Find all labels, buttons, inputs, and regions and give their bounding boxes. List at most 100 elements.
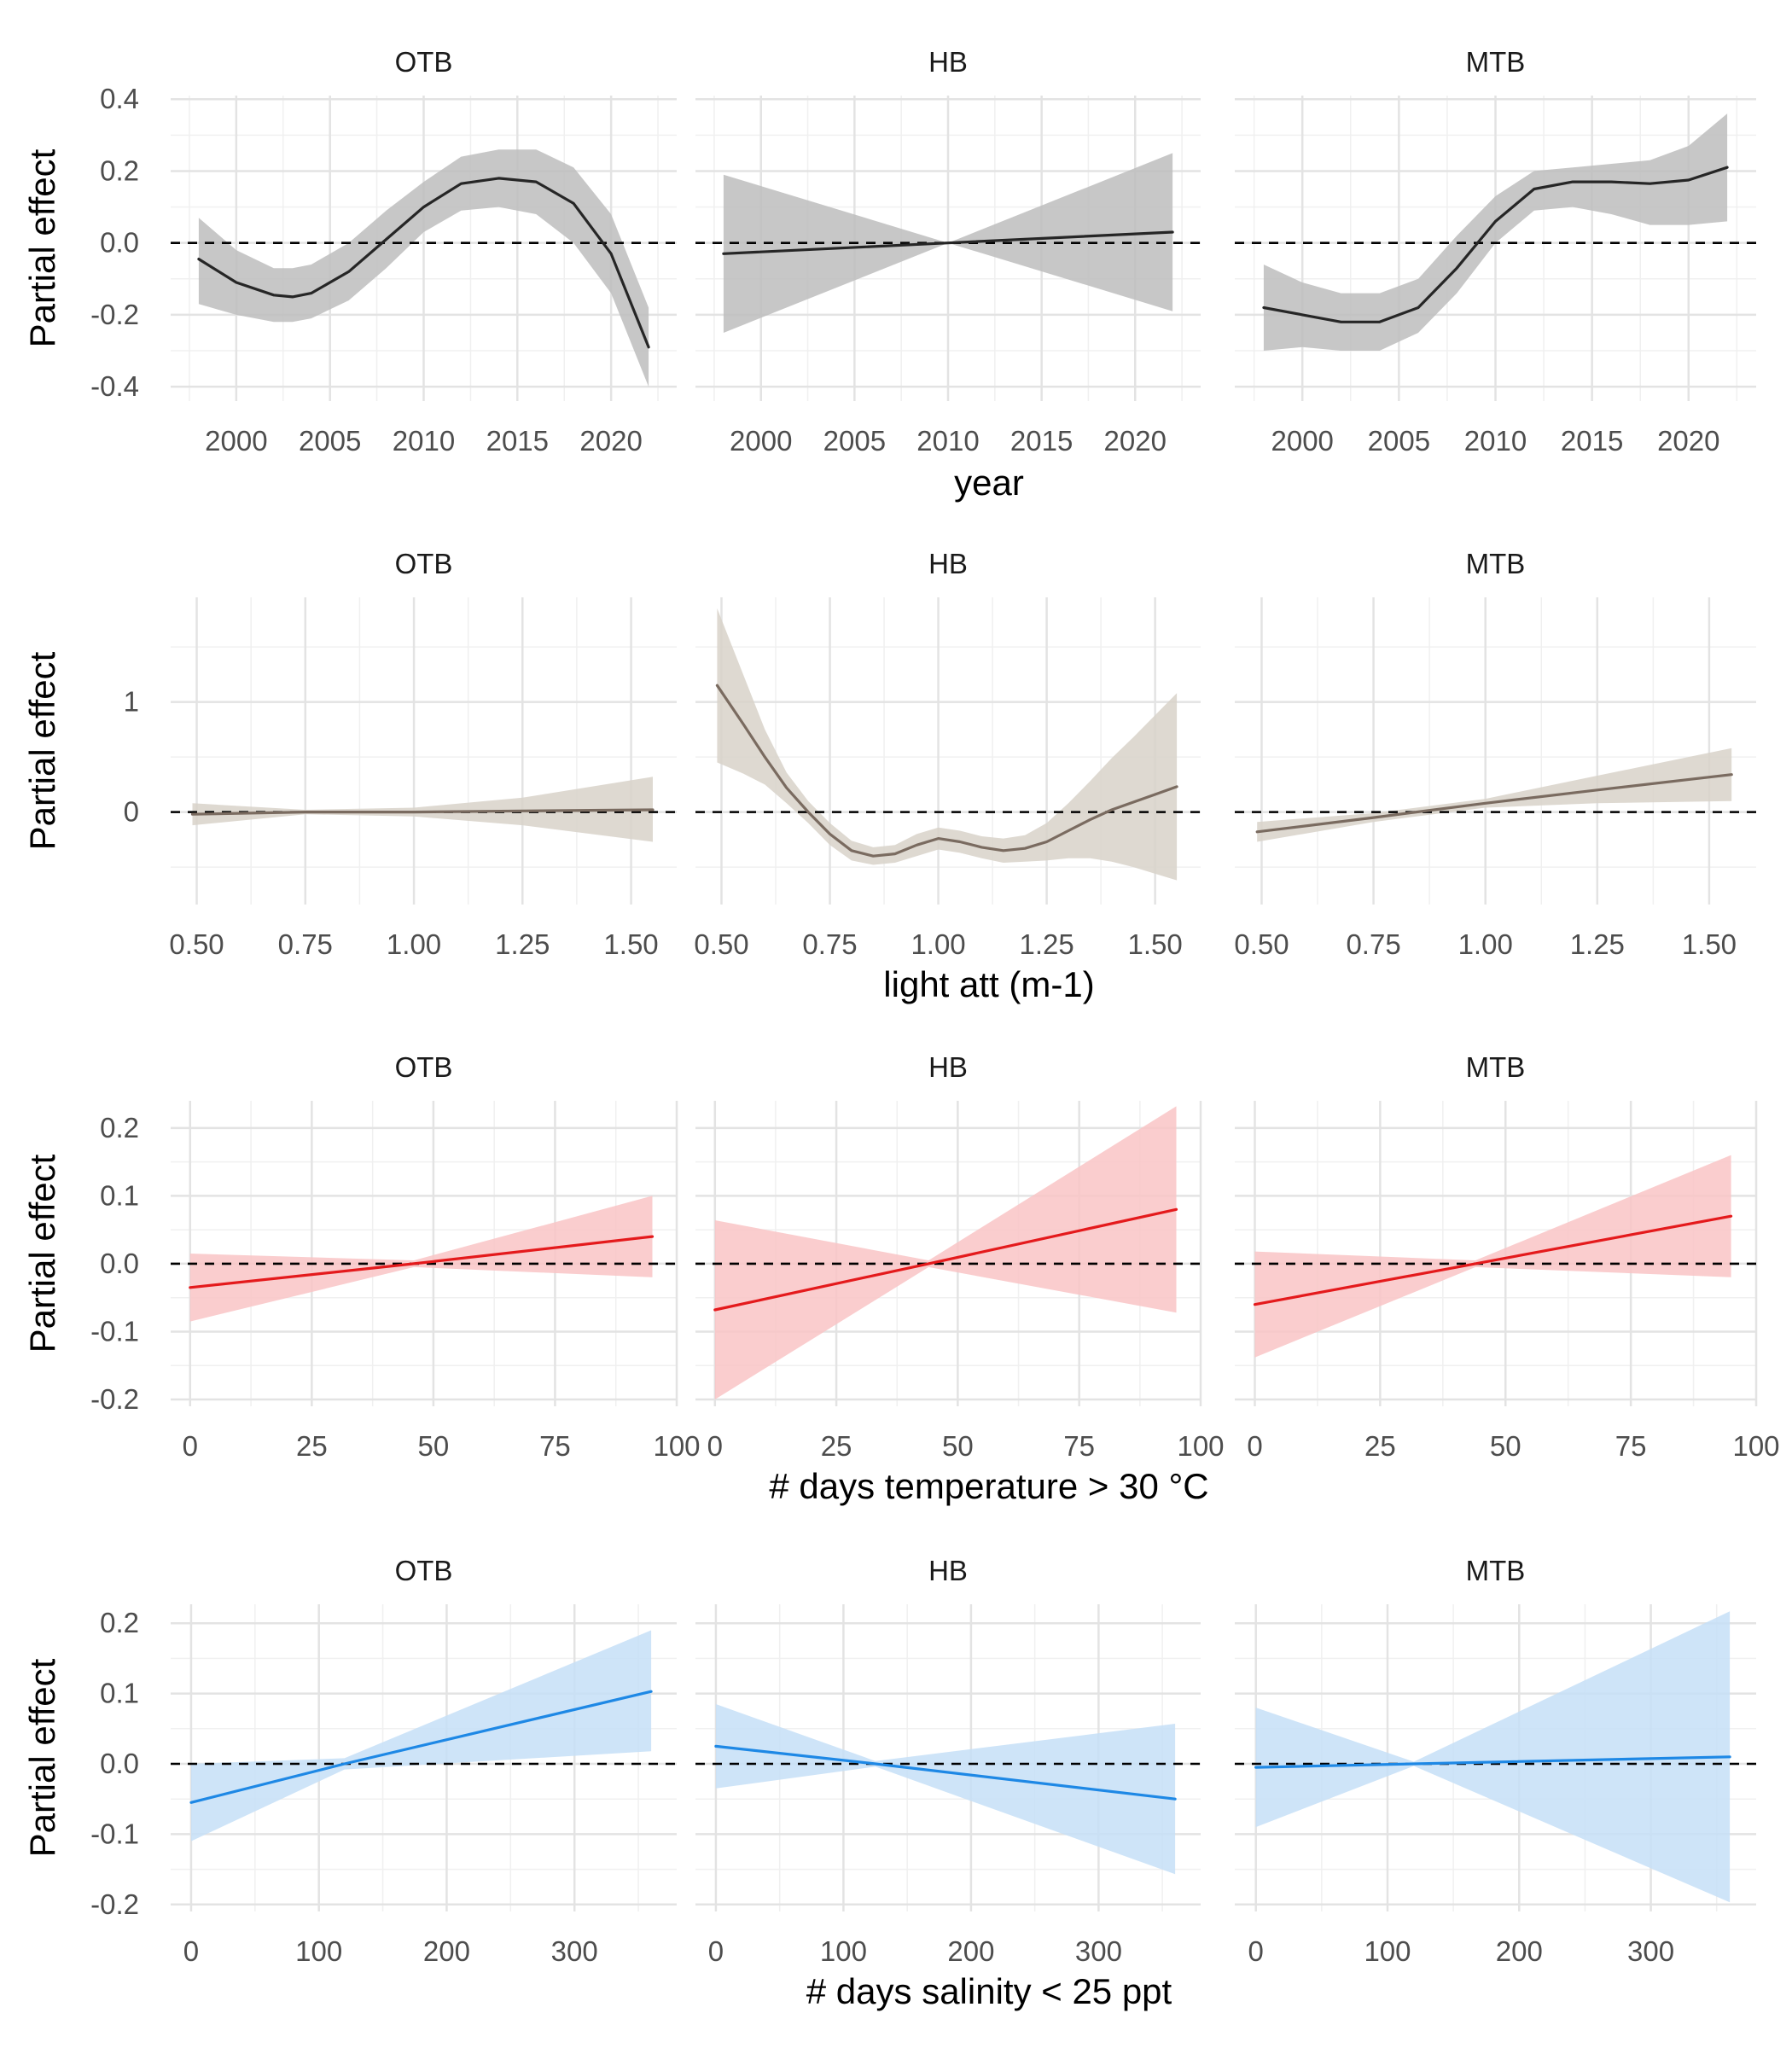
panel-hb: HB 0 100 200 300 [695, 1555, 1201, 1967]
x-tick-label: 300 [1627, 1935, 1674, 1967]
x-tick-label: 0.75 [1346, 928, 1400, 960]
x-tick-label: 1.00 [387, 928, 441, 960]
x-tick-label: 300 [1075, 1935, 1122, 1967]
x-tick-label: 200 [947, 1935, 994, 1967]
x-tick-label: 2000 [205, 425, 267, 457]
x-tick-label: 75 [1063, 1430, 1095, 1462]
x-tick-label: 1.25 [1019, 928, 1073, 960]
confidence-band [198, 149, 649, 387]
x-tick-label: 100 [820, 1935, 867, 1967]
x-axis-label: # days salinity < 25 ppt [806, 1971, 1172, 2011]
y-tick-label: -0.2 [90, 1888, 139, 1920]
facet-label: OTB [395, 1555, 453, 1586]
x-tick-label: 0.75 [802, 928, 857, 960]
row-2: Partial effect 0 1 light att (m-1) OTB 0.50 0.… [22, 548, 1756, 1004]
confidence-band [1257, 748, 1732, 842]
x-tick-label: 0 [708, 1935, 724, 1967]
fitted-line [189, 1235, 655, 1289]
x-tick-label: 1.50 [1128, 928, 1183, 960]
facet-label: HB [928, 1051, 968, 1083]
gridlines [171, 96, 677, 401]
x-tick-label: 1.50 [603, 928, 658, 960]
x-tick-label: 25 [1364, 1430, 1396, 1462]
gridlines [1235, 96, 1756, 401]
panel-hb: HB 2000 2005 2010 2015 2020 [695, 46, 1201, 457]
x-tick-label: 2015 [1010, 425, 1073, 457]
x-tick-label: 1.00 [1458, 928, 1513, 960]
facet-label: OTB [395, 548, 453, 579]
x-tick-label: 2020 [1657, 425, 1719, 457]
fitted-line [189, 1690, 653, 1804]
y-tick-label: -0.2 [90, 299, 139, 330]
y-axis-label: Partial effect [22, 651, 62, 850]
x-tick-label: 75 [1615, 1430, 1647, 1462]
x-tick-label: 0 [183, 1430, 198, 1462]
x-tick-label: 100 [1732, 1430, 1779, 1462]
confidence-band [192, 777, 653, 842]
x-tick-label: 100 [1177, 1430, 1224, 1462]
row-1: Partial effect -0.4 -0.2 0.0 0.2 0.4 year OTB 20… [22, 46, 1756, 503]
x-tick-label: 200 [423, 1935, 470, 1967]
x-tick-label: 2005 [299, 425, 361, 457]
x-tick-label: 0.50 [1234, 928, 1289, 960]
facet-label: MTB [1466, 548, 1526, 579]
fitted-line [1254, 1755, 1731, 1769]
confidence-band [191, 1630, 652, 1841]
facet-label: HB [928, 548, 968, 579]
x-tick-label: 2005 [823, 425, 886, 457]
x-tick-label: 25 [821, 1430, 852, 1462]
x-tick-label: 2010 [1464, 425, 1527, 457]
facet-label: MTB [1466, 1051, 1526, 1083]
x-tick-label: 100 [1364, 1935, 1411, 1967]
row-3: Partial effect -0.2 -0.1 0.0 0.1 0.2 # days te… [22, 1051, 1780, 1506]
y-tick-label: 0.2 [100, 154, 139, 186]
panel-mtb: MTB 0 25 50 75 100 [1235, 1051, 1780, 1462]
panel-mtb: MTB 2000 2005 2010 2015 2020 [1235, 46, 1756, 457]
panel-otb: OTB 0.50 0.75 1.00 1.25 1.50 [169, 548, 677, 960]
y-axis-label: Partial effect [22, 148, 62, 347]
confidence-band [1255, 1611, 1731, 1903]
y-tick-label: 0.2 [100, 1112, 139, 1143]
x-tick-label: 50 [418, 1430, 450, 1462]
y-tick-label: -0.4 [90, 370, 139, 402]
fitted-line [713, 1207, 1178, 1312]
x-tick-label: 50 [1490, 1430, 1521, 1462]
x-tick-label: 2000 [730, 425, 792, 457]
confidence-band [714, 1106, 1177, 1399]
x-axis-label: light att (m-1) [883, 964, 1094, 1004]
x-tick-label: 0.50 [694, 928, 748, 960]
x-tick-label: 2005 [1368, 425, 1430, 457]
y-tick-label: 0.4 [100, 83, 139, 114]
x-tick-label: 0.50 [169, 928, 224, 960]
panel-hb: HB 0 25 50 75 100 [695, 1051, 1225, 1462]
x-tick-label: 1.50 [1682, 928, 1737, 960]
x-tick-label: 0 [1247, 1430, 1262, 1462]
x-tick-label: 300 [551, 1935, 598, 1967]
y-tick-label: 0.1 [100, 1678, 139, 1709]
x-tick-label: 1.25 [1570, 928, 1625, 960]
fitted-line [190, 808, 655, 816]
y-tick-label: 0.0 [100, 1248, 139, 1279]
y-tick-label: -0.2 [90, 1383, 139, 1415]
x-tick-label: 100 [653, 1430, 700, 1462]
facet-label: MTB [1466, 1555, 1526, 1586]
row-4: Partial effect -0.2 -0.1 0.0 0.1 0.2 # days sa… [22, 1555, 1756, 2011]
fitted-line [1262, 166, 1729, 323]
y-tick-label: -0.1 [90, 1315, 139, 1347]
x-tick-label: 0 [1248, 1935, 1264, 1967]
y-tick-label: 0.0 [100, 1748, 139, 1779]
y-tick-label: -0.1 [90, 1818, 139, 1849]
x-tick-label: 25 [296, 1430, 328, 1462]
x-tick-label: 200 [1496, 1935, 1543, 1967]
y-tick-label: 0 [124, 796, 139, 828]
panel-otb: OTB 0 100 200 300 [171, 1555, 677, 1967]
y-tick-label: 1 [124, 686, 139, 718]
x-tick-label: 2015 [486, 425, 549, 457]
panel-otb: OTB 0 25 50 75 100 [171, 1051, 701, 1462]
y-tick-label: 0.0 [100, 227, 139, 259]
x-tick-label: 50 [942, 1430, 974, 1462]
gridlines [1235, 597, 1756, 905]
x-tick-label: 0.75 [278, 928, 333, 960]
x-tick-label: 1.25 [495, 928, 550, 960]
x-tick-label: 2010 [916, 425, 979, 457]
